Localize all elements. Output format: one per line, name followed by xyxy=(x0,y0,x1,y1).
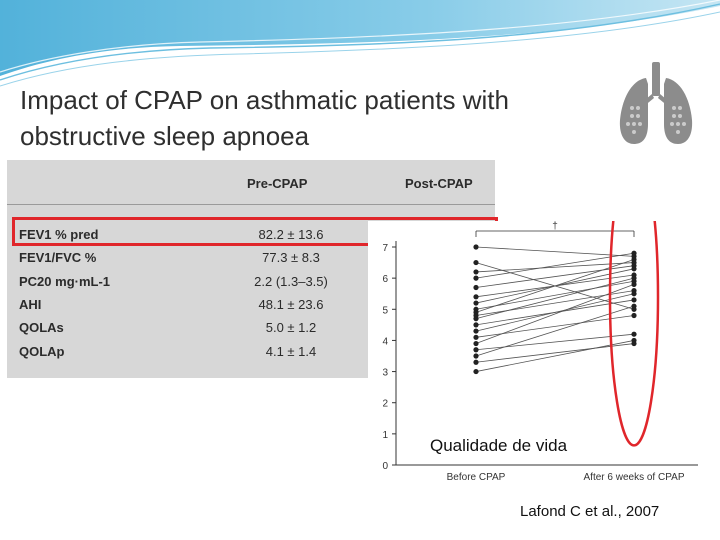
data-point xyxy=(473,353,479,359)
data-point xyxy=(473,316,479,322)
series-line xyxy=(475,252,635,279)
row-label: QOLAp xyxy=(19,344,65,359)
data-point xyxy=(631,331,637,337)
row-pre-value: 5.0 ± 1.2 xyxy=(265,320,317,335)
header-pre-cpap: Pre-CPAP xyxy=(247,176,308,191)
row-pre-value: 2.2 (1.3–3.5) xyxy=(254,274,328,289)
header-swoosh-decoration xyxy=(0,0,720,87)
row-label: AHI xyxy=(19,297,42,312)
data-point xyxy=(631,291,637,297)
data-point xyxy=(473,300,479,306)
y-tick-label: 0 xyxy=(382,461,388,472)
y-tick-label: 2 xyxy=(382,399,388,410)
data-point xyxy=(473,284,479,291)
data-point xyxy=(631,266,637,272)
slide-title: Impact of CPAP on asthmatic patients wit… xyxy=(20,85,509,151)
lungs-icon xyxy=(619,62,693,144)
series-line xyxy=(475,340,635,372)
series-line xyxy=(475,265,635,288)
data-point xyxy=(473,322,479,328)
data-point xyxy=(631,297,637,303)
y-tick-label: 7 xyxy=(382,243,388,254)
data-point xyxy=(473,259,479,266)
header-divider xyxy=(7,204,495,205)
series-line xyxy=(475,305,635,357)
row-label: FEV1/FVC % xyxy=(19,250,97,265)
y-tick-label: 4 xyxy=(382,336,388,347)
data-point xyxy=(473,244,479,250)
y-tick-label: 3 xyxy=(382,368,388,379)
data-point xyxy=(473,359,479,365)
data-point xyxy=(473,275,479,281)
x-tick-label: After 6 weeks of CPAP xyxy=(584,472,685,483)
row-pre-value: 48.1 ± 23.6 xyxy=(258,297,324,312)
series-line xyxy=(475,290,635,316)
series-line xyxy=(475,277,635,320)
row-pre-value: 82.2 ± 13.6 xyxy=(258,227,324,242)
data-point xyxy=(473,294,479,300)
series-line xyxy=(475,246,635,257)
row-label: FEV1 % pred xyxy=(19,227,99,242)
data-point xyxy=(631,281,637,287)
header-post-cpap: Post-CPAP xyxy=(405,176,473,191)
y-tick-label: 5 xyxy=(382,305,388,316)
data-point xyxy=(631,306,637,312)
data-point xyxy=(631,256,637,263)
qol-chart: 0 1 2 3 4 5 6 7 Before CPAP After 6 weeks of CPAP… xyxy=(382,221,698,483)
data-point xyxy=(631,312,637,319)
row-pre-value: 77.3 ± 8.3 xyxy=(262,250,320,265)
series-line xyxy=(475,293,635,332)
series-line xyxy=(475,259,635,313)
citation: Lafond C et al., 2007 xyxy=(520,503,660,520)
data-point xyxy=(631,275,637,281)
data-point xyxy=(473,269,479,275)
row-label: QOLAs xyxy=(19,320,64,335)
significance-marker: † xyxy=(552,221,558,232)
data-point xyxy=(631,250,637,256)
row-label: PC20 mg·mL-1 xyxy=(19,274,111,289)
data-point xyxy=(631,337,637,344)
series-line xyxy=(475,283,635,344)
series-line xyxy=(475,280,635,310)
post-cpap-highlight-ellipse xyxy=(608,221,660,447)
x-tick-label: Before CPAP xyxy=(447,472,506,483)
data-point xyxy=(473,309,479,315)
data-point xyxy=(473,328,479,334)
chart-annotation: Qualidade de vida xyxy=(430,436,568,455)
qol-chart-panel: 0 1 2 3 4 5 6 7 Before CPAP After 6 weeks of CPAP… xyxy=(368,221,718,493)
series-line xyxy=(475,343,635,363)
row-pre-value: 4.1 ± 1.4 xyxy=(265,344,317,359)
data-point xyxy=(473,368,479,375)
series-line xyxy=(475,333,635,351)
data-point xyxy=(473,347,479,353)
y-tick-label: 1 xyxy=(382,430,388,441)
y-tick-label: 6 xyxy=(382,274,388,285)
data-point xyxy=(473,340,479,347)
data-point xyxy=(473,334,479,340)
